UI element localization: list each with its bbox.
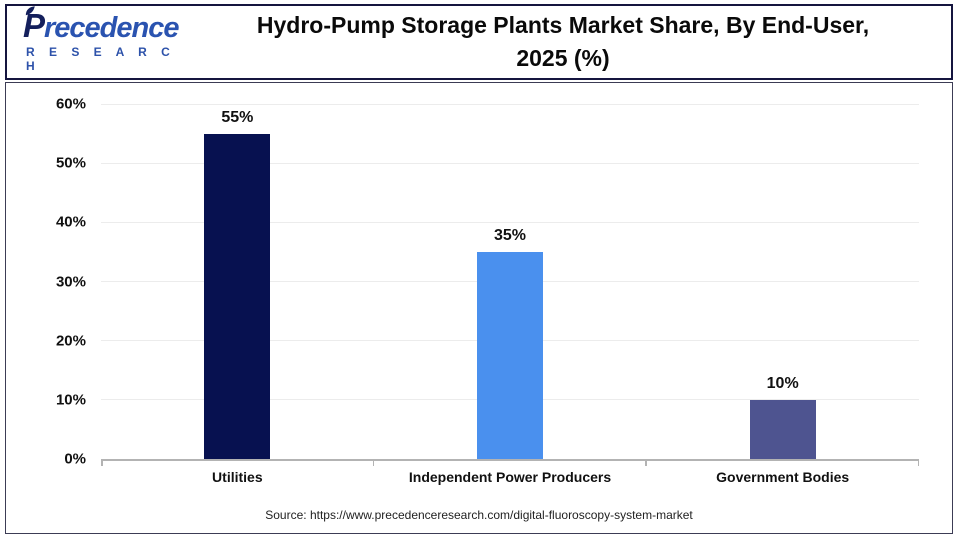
- x-axis-tick: [645, 459, 647, 466]
- header: Precedence R E S E A R C H Hydro-Pump St…: [5, 4, 953, 80]
- y-axis-label-50: 50%: [55, 154, 86, 172]
- category-label-independent-power-producers: Independent Power Producers: [408, 469, 612, 485]
- logo-subbrand-text: R E S E A R C H: [26, 45, 176, 73]
- x-axis-tick: [101, 459, 103, 466]
- bar-independent-power-producers: [476, 251, 543, 459]
- y-axis-label-20: 20%: [55, 332, 86, 350]
- y-axis-label-60: 60%: [55, 95, 86, 113]
- logo-brand-text: Precedence: [23, 6, 185, 44]
- category-label-utilities: Utilities: [212, 469, 263, 485]
- bar-slot-0: 55%: [101, 104, 374, 459]
- bar-value-label: 55%: [221, 108, 254, 126]
- source-text: Source: https://www.precedenceresearch.c…: [265, 508, 693, 522]
- logo-brand-label: Precedence: [23, 7, 180, 44]
- category-label-government-bodies: Government Bodies: [716, 469, 850, 485]
- y-axis-label-0: 0%: [64, 450, 86, 468]
- x-axis-category-labels: Utilities Independent Power Producers Gove…: [101, 469, 919, 485]
- y-axis-label-40: 40%: [55, 213, 86, 231]
- plot-area: 0% 10% 20% 30% 40% 50% 60% 55% 35% 10%: [56, 96, 919, 468]
- y-axis-label-10: 10%: [55, 391, 86, 409]
- chart-panel: 0% 10% 20% 30% 40% 50% 60% 55% 35% 10% Utilities I…: [5, 82, 953, 534]
- gridline-50: [101, 162, 919, 164]
- bar-value-label: 10%: [766, 374, 799, 392]
- chart-title-line1: Hydro-Pump Storage Plants Market Share, …: [256, 12, 870, 38]
- x-axis-tick: [372, 459, 375, 466]
- precedence-research-logo: Precedence R E S E A R C H: [7, 6, 185, 73]
- bar-slot-1: 35%: [374, 104, 647, 459]
- gridline-40: [101, 221, 919, 223]
- x-axis-tick: [917, 459, 919, 466]
- bar-government-bodies: [749, 399, 816, 459]
- y-axis-label-30: 30%: [55, 273, 86, 290]
- chart-title: Hydro-Pump Storage Plants Market Share, …: [185, 9, 951, 75]
- bar-utilities: [204, 133, 271, 459]
- gridline-60: [101, 103, 919, 105]
- chart-title-line2: 2025 (%): [516, 45, 610, 71]
- x-axis-line: [101, 459, 919, 466]
- bar-value-label: 35%: [493, 226, 526, 244]
- bar-slot-2: 10%: [646, 104, 919, 459]
